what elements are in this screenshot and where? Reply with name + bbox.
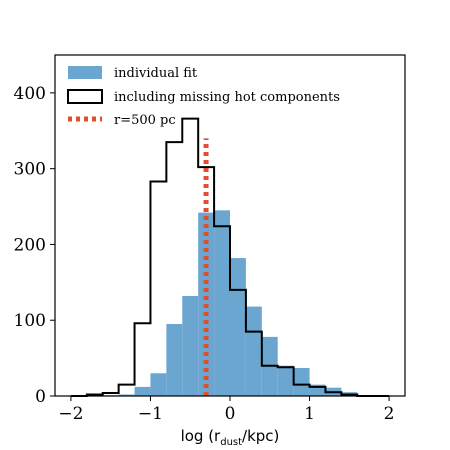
histogram-bar [245,306,262,396]
histogram-bar [150,373,167,396]
x-tick-label: −1 [138,404,163,424]
histogram-bar [166,324,183,396]
histogram-bar [277,365,294,396]
x-axis-label: log (rdust/kpc) [181,427,280,448]
x-tick-label: −2 [58,404,83,424]
histogram-bar [309,384,326,396]
y-axis-ticks: 0 100 200 300 400 [14,84,55,407]
legend-label-individual-fit: individual fit [114,66,198,81]
x-tick-label: 2 [384,404,395,424]
legend-label-r500pc: r=500 pc [114,113,176,128]
legend: individual fit including missing hot com… [67,66,340,128]
y-tick-label: 200 [14,235,46,255]
y-tick-label: 400 [14,84,46,104]
plot-area [70,117,390,397]
legend-swatch-individual-fit [68,66,102,79]
histogram-bar [230,258,246,396]
y-tick-label: 100 [14,311,46,331]
histogram-bar [134,386,151,396]
histogram-bar [293,367,310,396]
x-tick-label: 0 [225,404,236,424]
histogram-bar [118,394,135,396]
individual-fit-bars [102,210,374,396]
legend-swatch-including-missing [67,89,103,104]
y-tick-label: 0 [35,387,46,407]
histogram-bar [214,210,230,396]
x-tick-label: 1 [304,404,315,424]
y-tick-label: 300 [14,160,46,180]
legend-label-including-missing: including missing hot components [114,90,340,105]
missing-hot-components-step-line [70,117,390,397]
x-axis-ticks: −2 −1 0 1 2 [58,396,395,424]
histogram-bar [182,295,199,396]
